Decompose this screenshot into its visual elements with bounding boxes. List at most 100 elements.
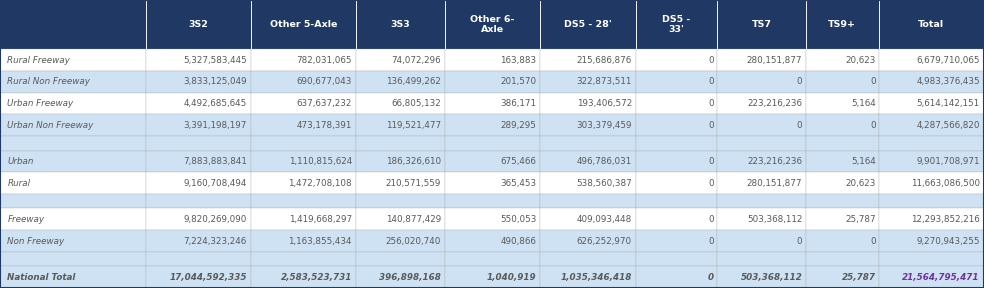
Text: 4,492,685,645: 4,492,685,645 [183, 99, 247, 108]
Text: 9,901,708,971: 9,901,708,971 [916, 157, 980, 166]
Bar [0, 93, 146, 115]
Bar [251, 266, 356, 288]
Bar [636, 49, 717, 71]
Bar [445, 151, 540, 172]
Text: TS9+: TS9+ [829, 20, 856, 29]
Text: 782,031,065: 782,031,065 [296, 56, 352, 65]
Bar [879, 151, 984, 172]
Text: 409,093,448: 409,093,448 [577, 215, 632, 224]
Bar [146, 209, 251, 230]
Bar [636, 71, 717, 93]
Text: 280,151,877: 280,151,877 [747, 179, 802, 188]
Text: 303,379,459: 303,379,459 [577, 121, 632, 130]
Bar [146, 230, 251, 252]
Bar [540, 194, 636, 209]
Text: 119,521,477: 119,521,477 [386, 121, 441, 130]
Text: 0: 0 [707, 273, 714, 282]
Text: 210,571,559: 210,571,559 [386, 179, 441, 188]
Text: 1,163,855,434: 1,163,855,434 [288, 236, 352, 246]
Text: 136,499,262: 136,499,262 [387, 77, 441, 86]
Text: National Total: National Total [7, 273, 76, 282]
Text: DS5 -
33': DS5 - 33' [662, 15, 691, 34]
Bar [717, 230, 806, 252]
Bar [806, 93, 879, 115]
Text: 289,295: 289,295 [501, 121, 536, 130]
Text: 0: 0 [870, 236, 876, 246]
Bar [0, 209, 146, 230]
Bar [251, 209, 356, 230]
Bar [806, 115, 879, 136]
Bar [717, 71, 806, 93]
Bar [806, 252, 879, 266]
Text: 1,419,668,297: 1,419,668,297 [289, 215, 352, 224]
Text: 193,406,572: 193,406,572 [577, 99, 632, 108]
Text: 201,570: 201,570 [500, 77, 536, 86]
Bar [251, 172, 356, 194]
Bar [717, 0, 806, 49]
Bar [251, 93, 356, 115]
Text: 1,472,708,108: 1,472,708,108 [288, 179, 352, 188]
Text: 9,820,269,090: 9,820,269,090 [183, 215, 247, 224]
Bar [879, 136, 984, 151]
Bar [540, 151, 636, 172]
Bar [356, 266, 445, 288]
Bar [806, 151, 879, 172]
Bar [146, 172, 251, 194]
Text: Other 5-Axle: Other 5-Axle [270, 20, 338, 29]
Bar [540, 71, 636, 93]
Text: DS5 - 28': DS5 - 28' [564, 20, 612, 29]
Bar [636, 230, 717, 252]
Text: 215,686,876: 215,686,876 [577, 56, 632, 65]
Bar [251, 49, 356, 71]
Bar [356, 0, 445, 49]
Bar [879, 93, 984, 115]
Text: TS7: TS7 [752, 20, 771, 29]
Bar [356, 136, 445, 151]
Bar [356, 194, 445, 209]
Bar [356, 230, 445, 252]
Bar [146, 252, 251, 266]
Text: 5,164: 5,164 [851, 157, 876, 166]
Bar [636, 136, 717, 151]
Text: 496,786,031: 496,786,031 [577, 157, 632, 166]
Text: 0: 0 [708, 215, 714, 224]
Text: 490,866: 490,866 [501, 236, 536, 246]
Text: Rural Non Freeway: Rural Non Freeway [7, 77, 91, 86]
Bar [0, 151, 146, 172]
Bar [445, 93, 540, 115]
Text: 20,623: 20,623 [845, 56, 876, 65]
Bar [879, 194, 984, 209]
Text: 0: 0 [708, 77, 714, 86]
Bar [445, 49, 540, 71]
Bar [717, 266, 806, 288]
Text: 21,564,795,471: 21,564,795,471 [902, 273, 980, 282]
Text: 5,164: 5,164 [851, 99, 876, 108]
Text: 0: 0 [708, 121, 714, 130]
Bar [251, 0, 356, 49]
Text: 3S2: 3S2 [188, 20, 209, 29]
Bar [636, 151, 717, 172]
Text: 0: 0 [708, 56, 714, 65]
Text: 503,368,112: 503,368,112 [747, 215, 802, 224]
Bar [717, 115, 806, 136]
Bar [0, 115, 146, 136]
Text: 163,883: 163,883 [500, 56, 536, 65]
Text: 675,466: 675,466 [501, 157, 536, 166]
Bar [879, 115, 984, 136]
Bar [806, 0, 879, 49]
Bar [445, 266, 540, 288]
Bar [717, 93, 806, 115]
Text: Urban: Urban [7, 157, 33, 166]
Bar [540, 93, 636, 115]
Bar [356, 93, 445, 115]
Bar [806, 230, 879, 252]
Text: Non Freeway: Non Freeway [7, 236, 64, 246]
Bar [445, 194, 540, 209]
Bar [879, 71, 984, 93]
Bar [540, 230, 636, 252]
Bar [251, 194, 356, 209]
Bar [540, 0, 636, 49]
Text: 20,623: 20,623 [845, 179, 876, 188]
Bar [879, 230, 984, 252]
Text: 74,072,296: 74,072,296 [392, 56, 441, 65]
